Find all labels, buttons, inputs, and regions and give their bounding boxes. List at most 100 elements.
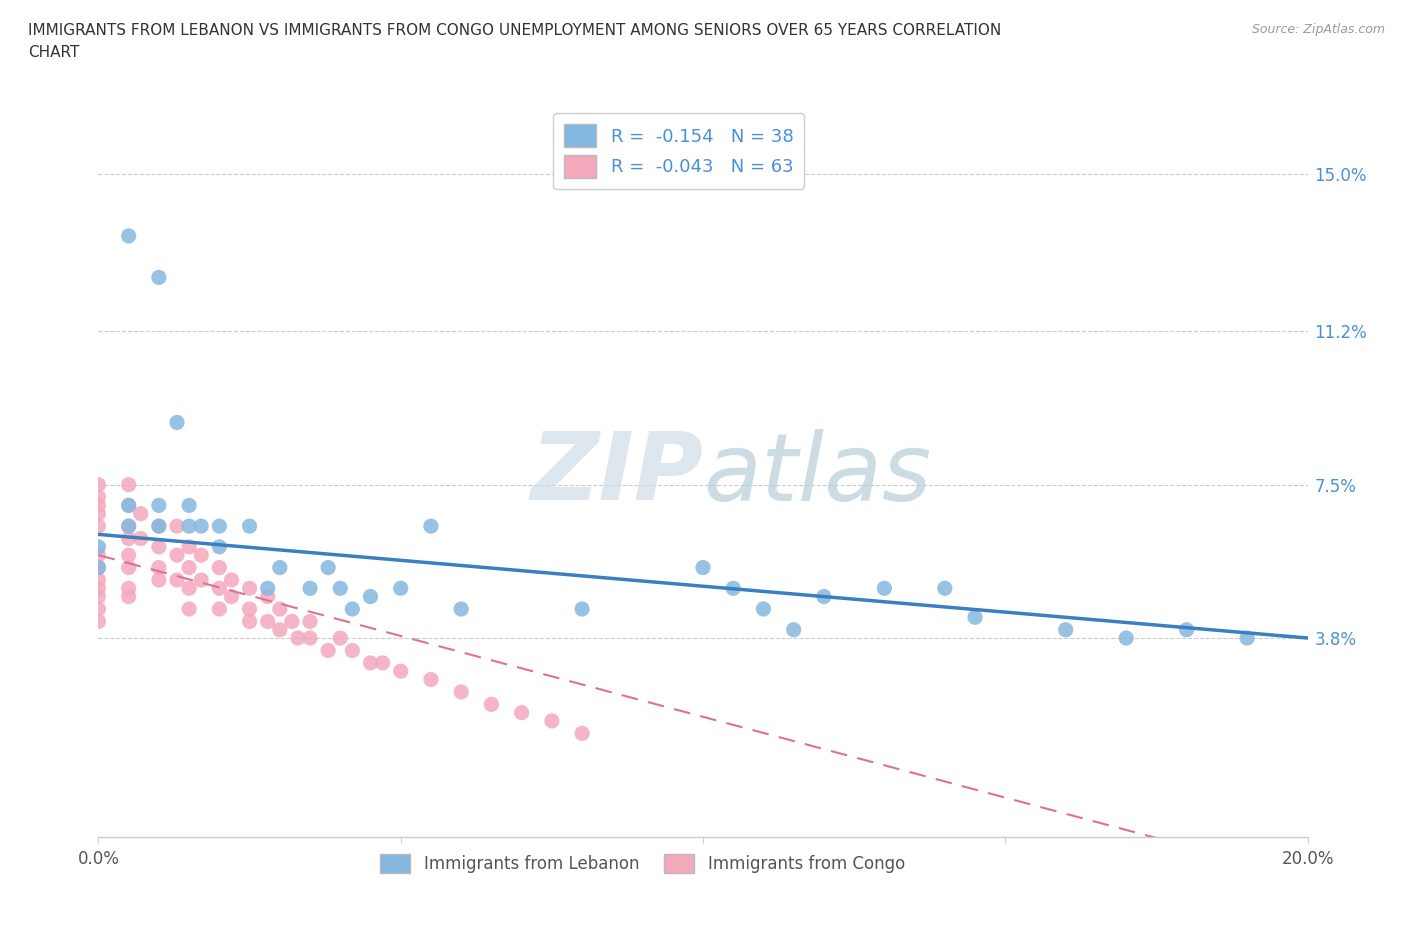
Point	[239, 519, 262, 534]
Point	[783, 622, 806, 637]
Point	[129, 506, 152, 521]
Point	[450, 602, 472, 617]
Point	[87, 548, 110, 563]
Point	[148, 519, 170, 534]
Point	[1175, 622, 1198, 637]
Point	[208, 602, 231, 617]
Point	[420, 672, 443, 687]
Point	[87, 602, 110, 617]
Point	[166, 548, 188, 563]
Point	[389, 664, 412, 679]
Point	[87, 506, 110, 521]
Point	[118, 519, 141, 534]
Point	[118, 581, 141, 596]
Point	[813, 589, 835, 604]
Point	[221, 573, 243, 588]
Point	[118, 498, 141, 512]
Point	[87, 560, 110, 575]
Point	[450, 684, 472, 699]
Point	[299, 614, 322, 629]
Point	[190, 573, 212, 588]
Point	[256, 581, 278, 596]
Point	[179, 560, 201, 575]
Point	[221, 589, 243, 604]
Point	[329, 631, 352, 645]
Point	[87, 614, 110, 629]
Point	[118, 560, 141, 575]
Text: ZIP: ZIP	[530, 429, 703, 520]
Point	[179, 539, 201, 554]
Point	[208, 539, 231, 554]
Point	[118, 229, 141, 244]
Text: CHART: CHART	[28, 45, 80, 60]
Point	[129, 531, 152, 546]
Point	[166, 573, 188, 588]
Point	[166, 415, 188, 430]
Point	[256, 614, 278, 629]
Point	[281, 614, 304, 629]
Point	[752, 602, 775, 617]
Point	[540, 713, 562, 728]
Point	[208, 560, 231, 575]
Point	[239, 602, 262, 617]
Point	[87, 581, 110, 596]
Point	[118, 519, 141, 534]
Point	[360, 656, 382, 671]
Point	[481, 697, 503, 711]
Point	[87, 498, 110, 512]
Point	[342, 643, 364, 658]
Point	[360, 589, 382, 604]
Point	[148, 270, 170, 285]
Point	[87, 477, 110, 492]
Point	[1236, 631, 1258, 645]
Point	[287, 631, 309, 645]
Point	[166, 519, 188, 534]
Point	[190, 548, 212, 563]
Point	[148, 498, 170, 512]
Point	[179, 581, 201, 596]
Point	[239, 614, 262, 629]
Point	[190, 519, 212, 534]
Point	[208, 519, 231, 534]
Point	[148, 539, 170, 554]
Point	[87, 490, 110, 505]
Point	[510, 705, 533, 720]
Point	[118, 548, 141, 563]
Point	[269, 560, 291, 575]
Point	[934, 581, 956, 596]
Point	[239, 581, 262, 596]
Point	[87, 573, 110, 588]
Text: Source: ZipAtlas.com: Source: ZipAtlas.com	[1251, 23, 1385, 36]
Point	[1115, 631, 1137, 645]
Point	[316, 643, 339, 658]
Point	[118, 498, 141, 512]
Text: IMMIGRANTS FROM LEBANON VS IMMIGRANTS FROM CONGO UNEMPLOYMENT AMONG SENIORS OVER: IMMIGRANTS FROM LEBANON VS IMMIGRANTS FR…	[28, 23, 1001, 38]
Point	[316, 560, 339, 575]
Point	[179, 519, 201, 534]
Point	[148, 560, 170, 575]
Point	[118, 477, 141, 492]
Point	[1054, 622, 1077, 637]
Point	[692, 560, 714, 575]
Point	[571, 602, 593, 617]
Point	[420, 519, 443, 534]
Point	[723, 581, 745, 596]
Point	[87, 560, 110, 575]
Point	[269, 622, 291, 637]
Point	[179, 602, 201, 617]
Point	[87, 589, 110, 604]
Point	[256, 589, 278, 604]
Point	[299, 631, 322, 645]
Point	[389, 581, 412, 596]
Point	[179, 498, 201, 512]
Point	[208, 581, 231, 596]
Point	[148, 519, 170, 534]
Point	[873, 581, 896, 596]
Point	[87, 539, 110, 554]
Point	[965, 610, 987, 625]
Point	[87, 519, 110, 534]
Text: atlas: atlas	[703, 429, 931, 520]
Legend: Immigrants from Lebanon, Immigrants from Congo: Immigrants from Lebanon, Immigrants from…	[374, 847, 911, 880]
Point	[329, 581, 352, 596]
Point	[118, 531, 141, 546]
